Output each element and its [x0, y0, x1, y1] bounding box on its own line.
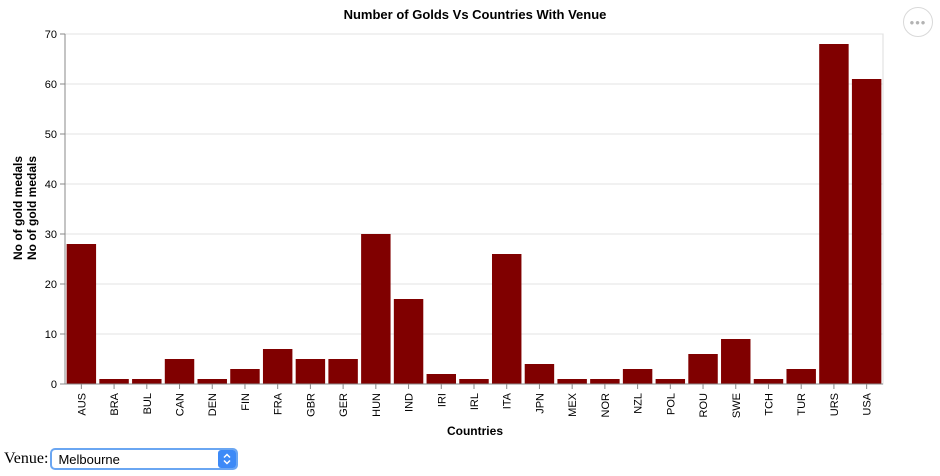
x-tick-label: NZL [633, 393, 645, 414]
more-horizontal-icon: ••• [909, 14, 927, 30]
y-tick-label: 50 [45, 129, 57, 141]
x-tick-label: IRL [469, 393, 481, 410]
y-tick-label: 70 [45, 29, 57, 41]
bar-can [164, 359, 195, 384]
x-tick-label: CAN [175, 393, 187, 416]
up-down-chevron-icon [218, 450, 237, 468]
grid-lines [64, 33, 884, 385]
y-tick-label: 10 [45, 329, 57, 341]
bar-nor [590, 379, 620, 384]
x-tick-label: MEX [567, 392, 579, 417]
x-tick-label: POL [665, 393, 677, 415]
x-tick-label: DEN [207, 393, 219, 416]
bar-swe [721, 339, 751, 384]
bar-ita [491, 254, 522, 384]
x-tick-label: BUL [142, 393, 154, 414]
bar-urs [819, 44, 849, 384]
x-tick-label: AUS [76, 393, 88, 416]
bar-ger [328, 359, 358, 384]
venue-control: Venue: Melbourne [4, 447, 239, 471]
bar-mex [557, 379, 587, 384]
x-tick-label: ROU [698, 393, 710, 418]
y-tick-label: 60 [45, 79, 57, 91]
bar-pol [655, 379, 686, 384]
y-tick-label: 0 [51, 379, 57, 391]
x-tick-label: TUR [796, 393, 808, 416]
bars [66, 44, 882, 384]
bar-fra [262, 349, 293, 384]
y-axis-label-line-1: No of gold medals [11, 156, 25, 260]
x-tick-label: GBR [305, 393, 317, 417]
x-tick-label: FIN [240, 393, 252, 411]
bar-tch [753, 379, 784, 384]
x-tick-label: NOR [600, 393, 612, 418]
x-tick-label: SWE [731, 393, 743, 418]
venue-label: Venue: [4, 450, 49, 467]
bar-bul [132, 379, 162, 384]
y-axis-label-line-2: No of gold medals [25, 156, 39, 260]
bar-aus [66, 244, 97, 384]
chart-title: Number of Golds Vs Countries With Venue [344, 7, 607, 22]
bar-gbr [295, 359, 326, 384]
bar-tur [786, 369, 816, 384]
y-tick-label: 30 [45, 229, 57, 241]
y-tick-label: 40 [45, 179, 57, 191]
bar-ind [393, 299, 424, 384]
venue-select[interactable]: Melbourne [50, 448, 239, 470]
x-tick-label: JPN [534, 393, 546, 414]
x-tick-label: ITA [502, 392, 514, 409]
plot-frame [64, 33, 884, 385]
bar-hun [361, 234, 391, 384]
bar-rou [688, 354, 718, 384]
x-axis-label: Countries [447, 424, 503, 438]
x-tick-label: TCH [763, 393, 775, 416]
bar-den [197, 379, 227, 384]
x-tick-label: GER [338, 393, 350, 417]
venue-selected-value: Melbourne [58, 451, 120, 467]
x-tick-label: IRI [436, 393, 448, 407]
x-tick-label: HUN [371, 393, 383, 417]
bar-fin [230, 369, 260, 384]
x-tick-label: FRA [273, 392, 285, 415]
x-tick-label: URS [829, 393, 841, 416]
bar-usa [851, 79, 882, 384]
bar-iri [426, 374, 457, 384]
bar-nzl [622, 369, 653, 384]
axes: 0 10 20 30 40 50 60 70 AUS BRA BUL CAN DEN FIN FRA GBR G… [45, 29, 883, 418]
x-tick-label: USA [862, 392, 874, 415]
more-options-button[interactable]: ••• [903, 7, 933, 37]
bar-bra [99, 379, 129, 384]
x-tick-label: BRA [109, 392, 121, 415]
bar-jpn [524, 364, 555, 384]
bar-irl [459, 379, 489, 384]
y-tick-label: 20 [45, 279, 57, 291]
x-tick-label: IND [404, 393, 416, 412]
